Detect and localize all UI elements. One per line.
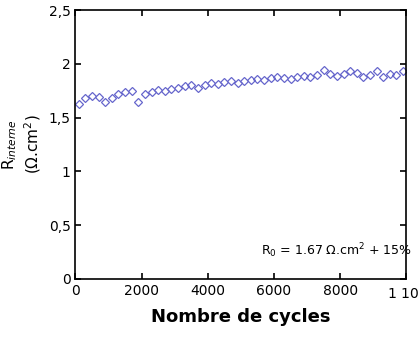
- X-axis label: Nombre de cycles: Nombre de cycles: [151, 308, 331, 326]
- Y-axis label: R$_{interne}$
(Ω.cm$^2$): R$_{interne}$ (Ω.cm$^2$): [0, 115, 43, 174]
- Text: R$_0$ = 1.67 Ω.cm$^2$ + 15%: R$_0$ = 1.67 Ω.cm$^2$ + 15%: [261, 241, 412, 260]
